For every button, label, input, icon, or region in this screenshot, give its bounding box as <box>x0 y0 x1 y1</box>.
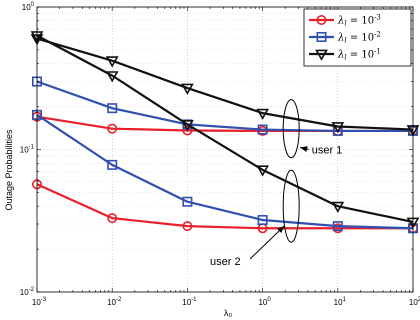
data-point <box>181 83 194 95</box>
data-point <box>107 213 118 224</box>
series-line <box>36 80 413 133</box>
annotation-ellipse <box>282 169 300 243</box>
legend-label: λl = 10-1 <box>337 48 381 62</box>
data-point <box>257 215 268 226</box>
x-tick-label: 101 <box>334 297 347 307</box>
y-tick-label: 10-2 <box>20 287 35 297</box>
series-6 <box>30 31 420 229</box>
legend-entry-1: λl = 10-3 <box>309 14 381 28</box>
annotation-1: user 1 <box>282 99 343 159</box>
annotation-label: user 2 <box>210 256 241 268</box>
annotation-arrow <box>300 146 309 153</box>
data-point <box>315 49 328 61</box>
data-point <box>316 15 327 25</box>
y-tick-label: 100 <box>22 2 35 12</box>
data-point <box>182 196 193 207</box>
legend-label: λl = 10-2 <box>337 31 381 45</box>
data-point <box>182 125 193 136</box>
series-line <box>36 115 413 133</box>
y-tick-label: 10-1 <box>20 145 35 155</box>
legend-label: λl = 10-3 <box>337 14 381 28</box>
data-point <box>331 201 345 214</box>
x-tick-label: 102 <box>409 297 420 307</box>
data-point <box>256 108 269 120</box>
y-axis-label: Outage Probabilities <box>4 129 14 211</box>
data-point <box>107 103 118 114</box>
data-point <box>332 221 343 232</box>
series-4 <box>31 179 418 234</box>
legend-entry-3: λl = 10-1 <box>309 48 381 62</box>
annotation-layer: user 1 user 2 <box>210 99 343 268</box>
series-5 <box>31 109 418 234</box>
data-point <box>105 56 119 68</box>
series-line <box>36 113 414 230</box>
data-point <box>331 122 345 134</box>
series-line <box>36 34 414 224</box>
data-point <box>107 159 118 170</box>
x-tick-label: 100 <box>258 297 271 307</box>
data-point <box>181 120 194 132</box>
annotation-2: user 2 <box>210 169 300 268</box>
series-line <box>36 183 413 230</box>
legend: λl = 10-3 λl = 10-2 λl = 10-1 <box>303 8 412 67</box>
x-tick-label: 10-2 <box>107 297 122 307</box>
legend-entry-2: λl = 10-2 <box>309 31 381 45</box>
data-point <box>257 124 268 135</box>
data-point <box>316 31 327 42</box>
data-point <box>256 165 269 177</box>
series-layer <box>30 31 420 234</box>
data-point <box>105 71 119 83</box>
data-point <box>107 123 118 134</box>
x-tick-label: 10-3 <box>32 297 47 307</box>
x-axis-label: λ₀ <box>224 308 233 318</box>
data-point <box>182 221 193 232</box>
annotation-label: user 1 <box>312 145 343 157</box>
annotation-ellipse <box>282 99 300 159</box>
series-line <box>36 37 414 131</box>
annotation-arrow <box>249 225 285 260</box>
x-tick-label: 10-1 <box>182 297 197 307</box>
